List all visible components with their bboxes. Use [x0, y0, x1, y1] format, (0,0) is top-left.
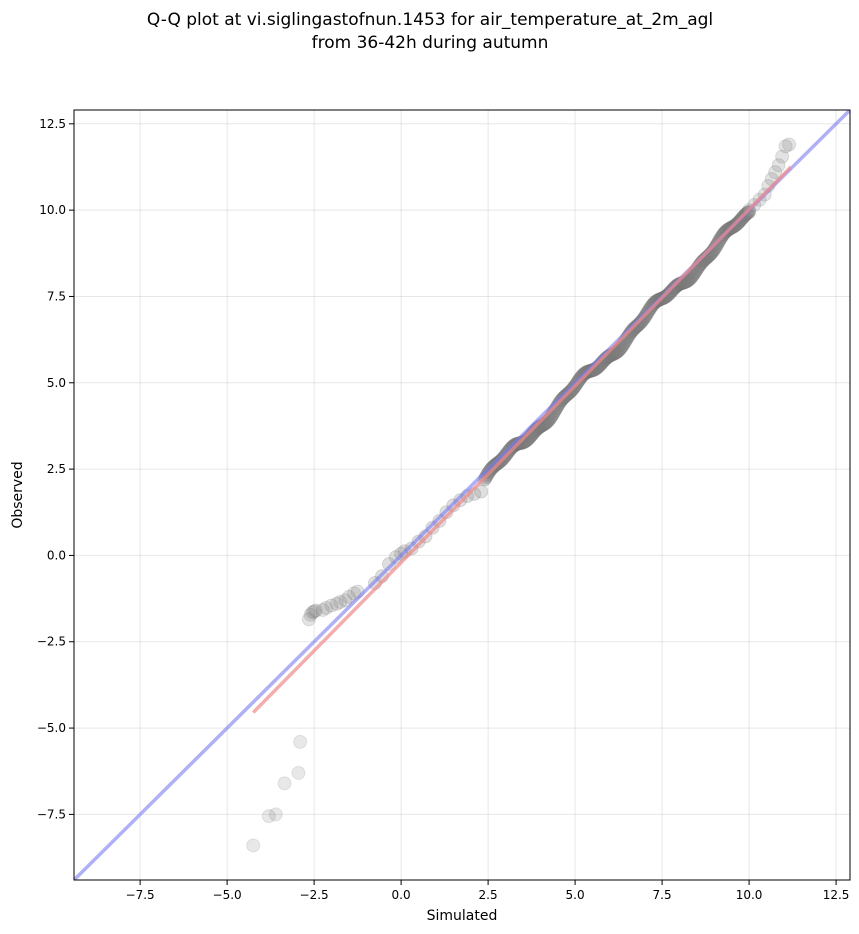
qq-point — [667, 280, 682, 295]
qq-point — [659, 289, 674, 304]
qq-point — [261, 809, 276, 824]
y-tick-label: 0.0 — [47, 548, 66, 562]
qq-point — [782, 137, 797, 152]
x-tick-label: −5.0 — [213, 888, 242, 902]
y-axis-ticks: −7.5 −5.0 −2.5 0.0 2.5 5.0 7.5 10.0 12.5 — [37, 117, 74, 821]
qq-point — [277, 776, 292, 791]
plot-frame — [73, 109, 851, 881]
y-tick-label: 2.5 — [47, 462, 66, 476]
y-tick-label: 10.0 — [39, 203, 66, 217]
fit-line — [251, 165, 793, 714]
qq-point — [404, 541, 419, 556]
qq-point — [708, 240, 723, 255]
chart-title-line-1: Q-Q plot at vi.siglingastofnun.1453 for … — [147, 10, 713, 30]
qq-point — [246, 838, 261, 853]
qq-point — [664, 284, 679, 299]
qq-point — [778, 139, 793, 154]
qq-point — [308, 603, 323, 618]
qq-point — [768, 165, 783, 180]
qq-point — [658, 289, 673, 304]
x-tick-label: −7.5 — [126, 888, 155, 902]
x-tick-label: 0.0 — [392, 888, 411, 902]
qq-point — [329, 596, 344, 611]
x-tick-label: 10.0 — [736, 888, 763, 902]
qq-point — [305, 605, 320, 620]
qq-point — [683, 270, 698, 285]
y-tick-label: 7.5 — [47, 289, 66, 303]
qq-point — [268, 807, 283, 822]
grid-lines — [74, 110, 850, 880]
x-tick-label: 12.5 — [823, 888, 850, 902]
qq-point — [411, 534, 426, 549]
qq-point — [333, 595, 348, 610]
qq-point — [432, 513, 447, 528]
qq-point — [319, 600, 334, 615]
y-tick-label: 12.5 — [39, 117, 66, 131]
qq-point — [338, 593, 353, 608]
qq-point — [388, 550, 403, 565]
y-axis-label: Observed — [10, 461, 26, 528]
y-tick-label: 5.0 — [47, 376, 66, 390]
x-tick-label: 7.5 — [653, 888, 672, 902]
x-axis-label: Simulated — [427, 908, 498, 924]
qq-point — [303, 607, 318, 622]
qq-point — [709, 238, 724, 253]
chart-title-line-2: from 36-42h during autumn — [312, 33, 549, 53]
qq-point — [680, 273, 695, 288]
x-tick-label: 2.5 — [479, 888, 498, 902]
qq-point — [315, 602, 330, 617]
y-tick-label: −2.5 — [37, 635, 66, 649]
qq-point — [474, 484, 489, 499]
qq-point — [307, 604, 322, 619]
x-tick-label: 5.0 — [566, 888, 585, 902]
qq-point — [669, 278, 684, 293]
x-tick-label: −2.5 — [300, 888, 329, 902]
y-tick-label: −7.5 — [37, 807, 66, 821]
qq-point — [381, 557, 396, 572]
qq-point — [666, 281, 681, 296]
qq-point — [291, 765, 306, 780]
qq-point — [668, 279, 683, 294]
qq-point — [324, 598, 339, 613]
y-tick-label: −5.0 — [37, 721, 66, 735]
qq-point — [425, 520, 440, 535]
qq-point — [681, 272, 696, 287]
qq-point — [775, 149, 790, 164]
qq-point — [684, 269, 699, 284]
qq-point — [771, 158, 786, 173]
qq-point — [665, 282, 680, 297]
reference-lines — [74, 110, 850, 880]
x-axis-ticks: −7.5 −5.0 −2.5 0.0 2.5 5.0 7.5 10.0 12.5 — [126, 880, 850, 902]
qq-point — [293, 734, 308, 749]
qq-point — [301, 612, 316, 627]
qq-point — [682, 271, 697, 286]
qq-point — [341, 589, 356, 604]
